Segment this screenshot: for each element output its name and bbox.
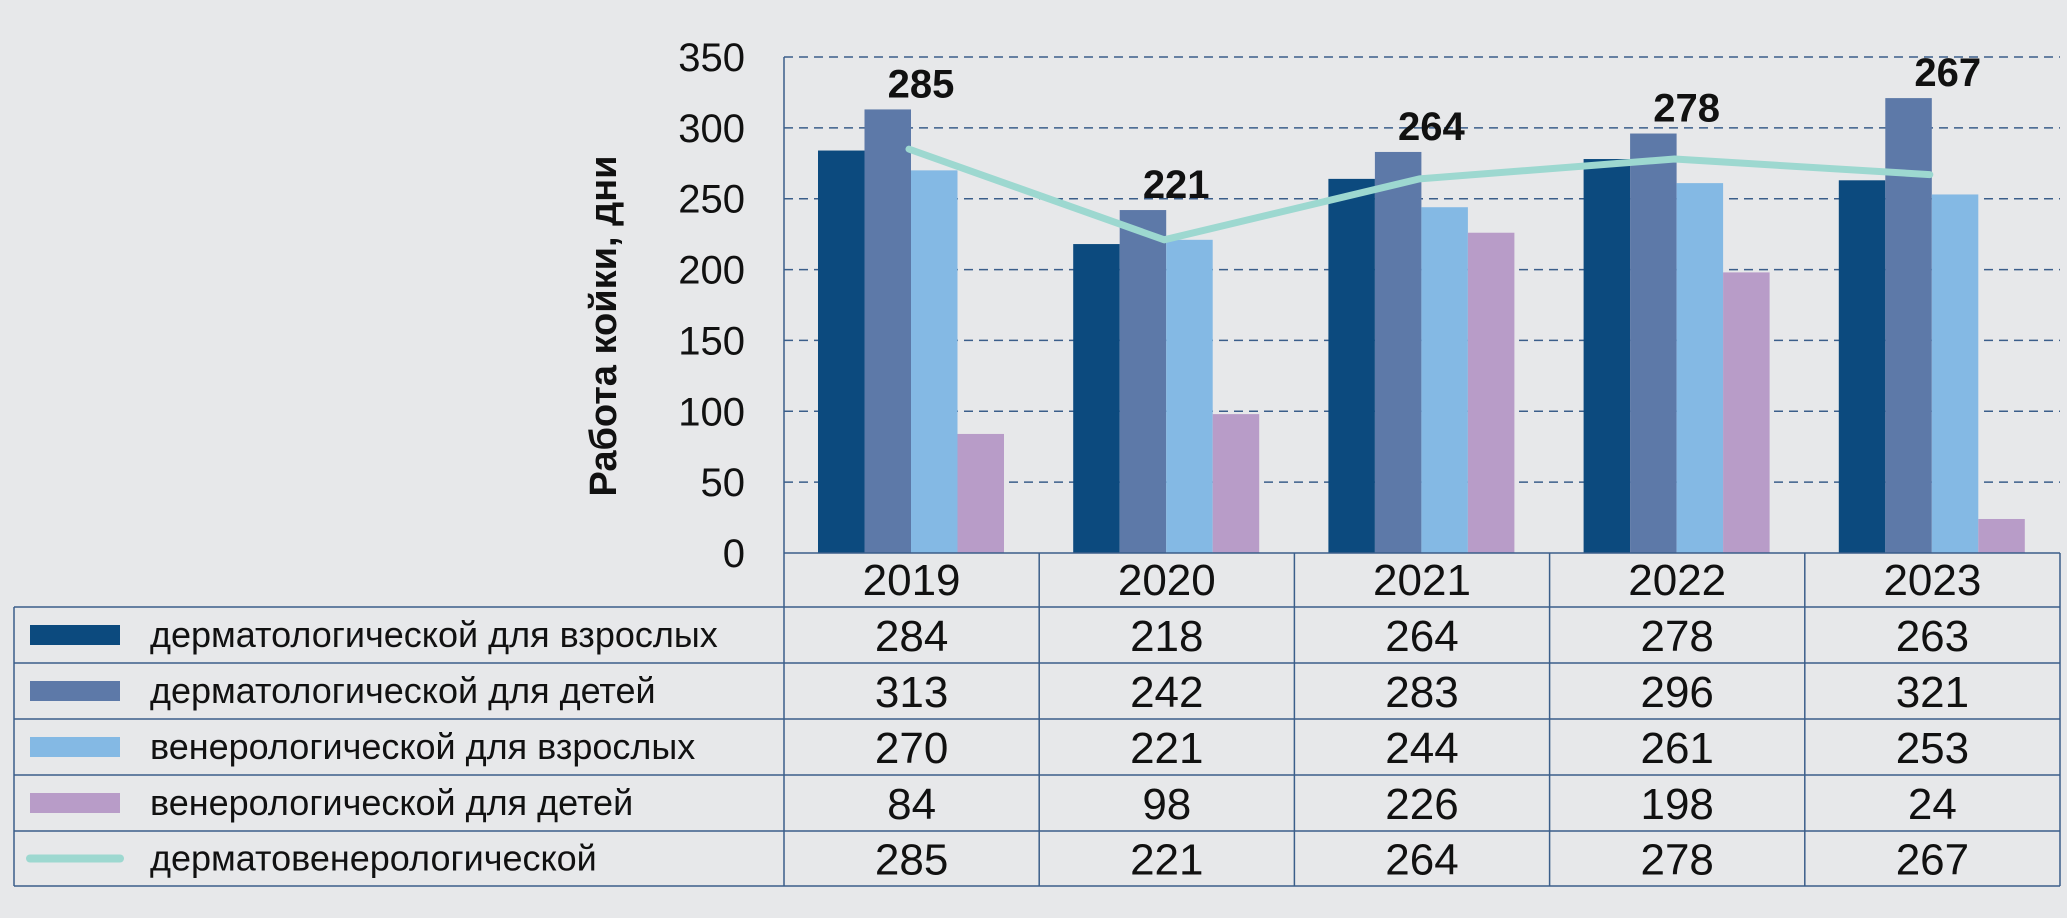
table-cell: 321 (1896, 668, 1969, 717)
table-cell: 278 (1640, 836, 1713, 885)
x-category-label: 2022 (1628, 556, 1726, 605)
data-table: 2019 2020 2021 2022 2023 дерматологической дл… (13, 552, 2061, 887)
x-category-label: 2020 (1118, 556, 1216, 605)
bar (911, 170, 958, 553)
table-cell: 264 (1385, 836, 1458, 885)
bar (1583, 159, 1631, 553)
y-axis-label: Работа койки, дни (583, 155, 625, 496)
table-cell: 267 (1896, 836, 1969, 885)
table-cell: 284 (875, 612, 948, 661)
y-tick-label: 200 (678, 249, 745, 293)
y-tick-label: 0 (723, 532, 745, 576)
y-tick-label: 250 (678, 178, 745, 222)
table-cell: 263 (1896, 612, 1969, 661)
bar (1931, 194, 1979, 553)
line-series-path (905, 145, 1934, 244)
legend-label: дерматовенерологической (150, 838, 597, 879)
table-cell: 296 (1640, 668, 1713, 717)
table-cell: 253 (1896, 724, 1969, 773)
bar (1676, 183, 1724, 553)
legend-label: венерологической для детей (150, 782, 633, 823)
bar (1212, 414, 1260, 553)
bar (1838, 180, 1886, 553)
bar (1723, 272, 1770, 553)
bar (1467, 232, 1515, 553)
y-tick-label: 300 (678, 107, 745, 151)
bar (1119, 210, 1167, 553)
table-cell: 264 (1385, 612, 1458, 661)
table-cell: 278 (1640, 612, 1713, 661)
table-cell: 283 (1385, 668, 1458, 717)
x-category-label: 2019 (863, 556, 961, 605)
bar (1073, 244, 1120, 553)
table-cell: 221 (1130, 724, 1203, 773)
data-label: 267 (1914, 51, 1981, 95)
data-label: 221 (1143, 163, 1210, 207)
table-cell: 218 (1130, 612, 1203, 661)
table-cell: 242 (1130, 668, 1203, 717)
table-cell: 226 (1385, 780, 1458, 829)
table-cell: 221 (1130, 836, 1203, 885)
x-category-label: 2023 (1883, 556, 1981, 605)
table-cell: 244 (1385, 724, 1458, 773)
table-cell: 270 (875, 724, 948, 773)
bar (1166, 239, 1213, 553)
bar (1421, 207, 1468, 553)
legend-swatch (30, 681, 120, 701)
data-labels: 285 221 264 278 267 (888, 51, 1982, 207)
bar (1328, 178, 1375, 554)
y-ticks: 0 50 100 150 200 250 300 350 (678, 36, 745, 576)
table-cell: 198 (1640, 780, 1713, 829)
line-series (905, 145, 1934, 244)
table-cell: 285 (875, 836, 948, 885)
table-cell: 261 (1640, 724, 1713, 773)
y-tick-label: 350 (678, 36, 745, 80)
x-category-label: 2021 (1373, 556, 1471, 605)
data-label: 264 (1398, 105, 1465, 149)
data-label: 285 (888, 62, 955, 106)
legend-swatch (30, 625, 120, 645)
bars (818, 98, 2025, 554)
data-label: 278 (1653, 87, 1720, 131)
table-cell: 313 (875, 668, 948, 717)
bar (1885, 98, 1932, 554)
y-tick-label: 50 (701, 461, 746, 505)
legend-label: венерологической для взрослых (150, 726, 695, 767)
table-cell: 98 (1142, 780, 1191, 829)
legend-label: дерматологической для взрослых (150, 614, 718, 655)
bar (1374, 151, 1422, 553)
legend-swatch (30, 737, 120, 757)
legend-label: дерматологической для детей (150, 670, 656, 711)
bar (1978, 518, 2025, 553)
table-cell: 84 (887, 780, 936, 829)
table-cell: 24 (1908, 780, 1957, 829)
legend-swatch (30, 793, 120, 813)
bar (818, 150, 865, 553)
y-tick-label: 100 (678, 390, 745, 434)
y-tick-label: 150 (678, 319, 745, 363)
bar (957, 433, 1004, 553)
bar (864, 109, 911, 553)
bar (1630, 133, 1677, 554)
